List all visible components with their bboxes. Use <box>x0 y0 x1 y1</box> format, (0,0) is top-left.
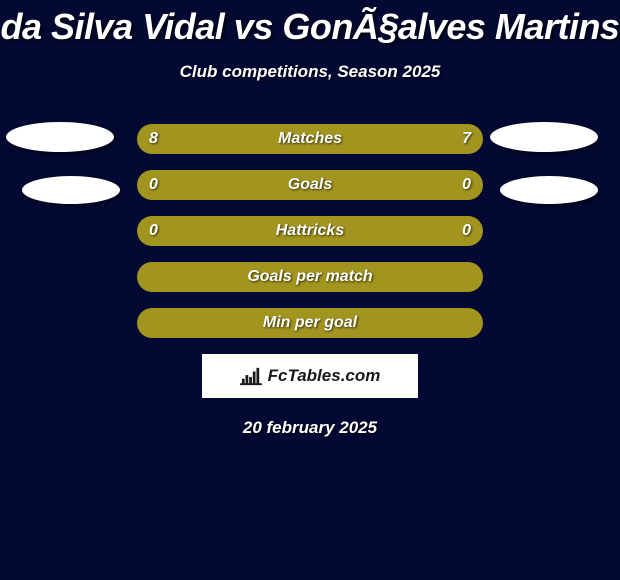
brand-text: FcTables.com <box>268 366 381 386</box>
stat-label: Goals <box>137 170 483 200</box>
subtitle: Club competitions, Season 2025 <box>0 62 620 82</box>
stat-row: Goals per match <box>137 262 483 292</box>
stats-container: 87Matches 00Goals 00Hattricks Goals per mat… <box>0 124 620 338</box>
decorative-ellipse <box>500 176 598 204</box>
stat-label: Goals per match <box>137 262 483 292</box>
page-title: da Silva Vidal vs GonÃ§alves Martins <box>0 0 620 48</box>
bar-chart-icon <box>240 366 262 386</box>
stat-row: 87Matches <box>137 124 483 154</box>
decorative-ellipse <box>22 176 120 204</box>
stat-label: Matches <box>137 124 483 154</box>
stat-row: 00Hattricks <box>137 216 483 246</box>
stat-row: 00Goals <box>137 170 483 200</box>
decorative-ellipse <box>490 122 598 152</box>
date-text: 20 february 2025 <box>0 418 620 438</box>
stat-row: Min per goal <box>137 308 483 338</box>
brand-badge: FcTables.com <box>202 354 418 398</box>
stat-label: Hattricks <box>137 216 483 246</box>
stat-label: Min per goal <box>137 308 483 338</box>
decorative-ellipse <box>6 122 114 152</box>
